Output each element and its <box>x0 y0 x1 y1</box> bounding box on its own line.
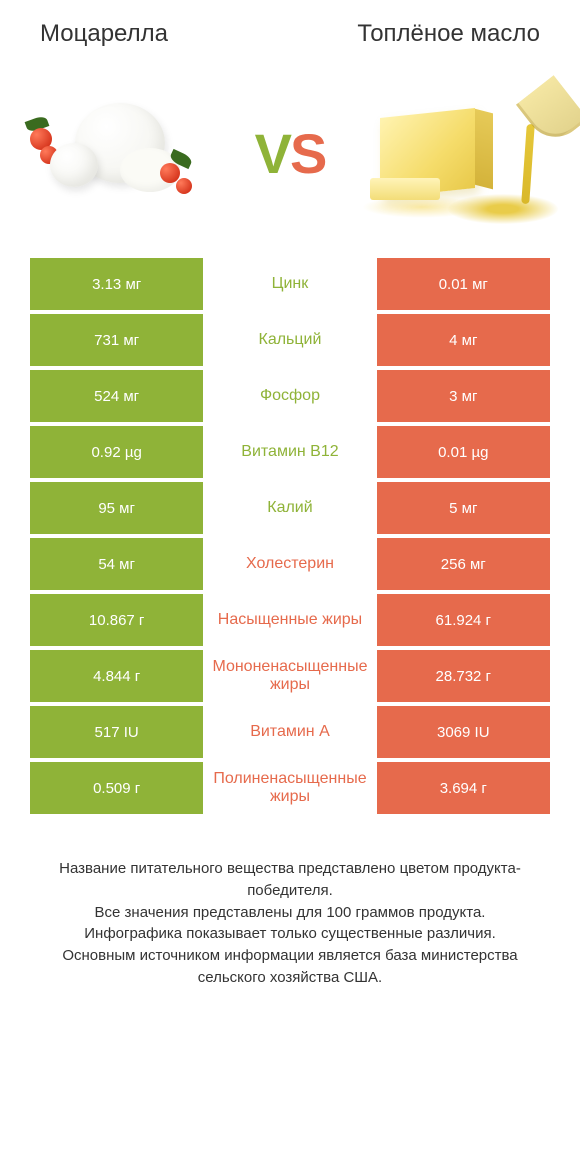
table-row: 731 мгКальций4 мг <box>30 314 550 366</box>
value-left: 10.867 г <box>30 594 203 646</box>
ghee-image <box>370 73 570 233</box>
value-left: 95 мг <box>30 482 203 534</box>
value-right: 3.694 г <box>377 762 550 814</box>
mozzarella-image <box>10 73 210 233</box>
footer-notes: Название питательного вещества представл… <box>0 818 580 989</box>
value-left: 4.844 г <box>30 650 203 702</box>
vs-s: S <box>290 122 325 185</box>
table-row: 524 мгФосфор3 мг <box>30 370 550 422</box>
nutrient-label: Цинк <box>203 258 376 310</box>
value-right: 28.732 г <box>377 650 550 702</box>
nutrient-label: Насыщенные жиры <box>203 594 376 646</box>
value-left: 54 мг <box>30 538 203 590</box>
vs-v: V <box>255 122 290 185</box>
header: Моцарелла Топлёное масло <box>0 0 580 58</box>
value-right: 0.01 мг <box>377 258 550 310</box>
vs-label: VS <box>255 121 326 186</box>
footer-line: Инфографика показывает только существенн… <box>30 923 550 945</box>
nutrient-label: Витамин B12 <box>203 426 376 478</box>
table-row: 517 IUВитамин A3069 IU <box>30 706 550 758</box>
table-row: 54 мгХолестерин256 мг <box>30 538 550 590</box>
value-right: 0.01 µg <box>377 426 550 478</box>
table-row: 0.509 гПолиненасыщенные жиры3.694 г <box>30 762 550 814</box>
value-right: 3069 IU <box>377 706 550 758</box>
value-right: 3 мг <box>377 370 550 422</box>
nutrient-label: Полиненасыщенные жиры <box>203 762 376 814</box>
nutrient-label: Витамин A <box>203 706 376 758</box>
value-left: 3.13 мг <box>30 258 203 310</box>
table-row: 3.13 мгЦинк0.01 мг <box>30 258 550 310</box>
comparison-table: 3.13 мгЦинк0.01 мг731 мгКальций4 мг524 м… <box>0 258 580 814</box>
nutrient-label: Калий <box>203 482 376 534</box>
footer-line: Название питательного вещества представл… <box>30 858 550 902</box>
table-row: 4.844 гМононенасыщенные жиры28.732 г <box>30 650 550 702</box>
title-left: Моцарелла <box>40 20 290 48</box>
value-left: 524 мг <box>30 370 203 422</box>
footer-line: Все значения представлены для 100 граммо… <box>30 902 550 924</box>
value-left: 0.92 µg <box>30 426 203 478</box>
nutrient-label: Мононенасыщенные жиры <box>203 650 376 702</box>
value-right: 4 мг <box>377 314 550 366</box>
value-left: 0.509 г <box>30 762 203 814</box>
value-right: 256 мг <box>377 538 550 590</box>
title-right: Топлёное масло <box>290 20 540 48</box>
nutrient-label: Фосфор <box>203 370 376 422</box>
table-row: 10.867 гНасыщенные жиры61.924 г <box>30 594 550 646</box>
value-left: 731 мг <box>30 314 203 366</box>
table-row: 95 мгКалий5 мг <box>30 482 550 534</box>
nutrient-label: Кальций <box>203 314 376 366</box>
images-row: VS <box>0 58 580 258</box>
value-left: 517 IU <box>30 706 203 758</box>
footer-line: Основным источником информации является … <box>30 945 550 989</box>
value-right: 5 мг <box>377 482 550 534</box>
value-right: 61.924 г <box>377 594 550 646</box>
table-row: 0.92 µgВитамин B120.01 µg <box>30 426 550 478</box>
nutrient-label: Холестерин <box>203 538 376 590</box>
